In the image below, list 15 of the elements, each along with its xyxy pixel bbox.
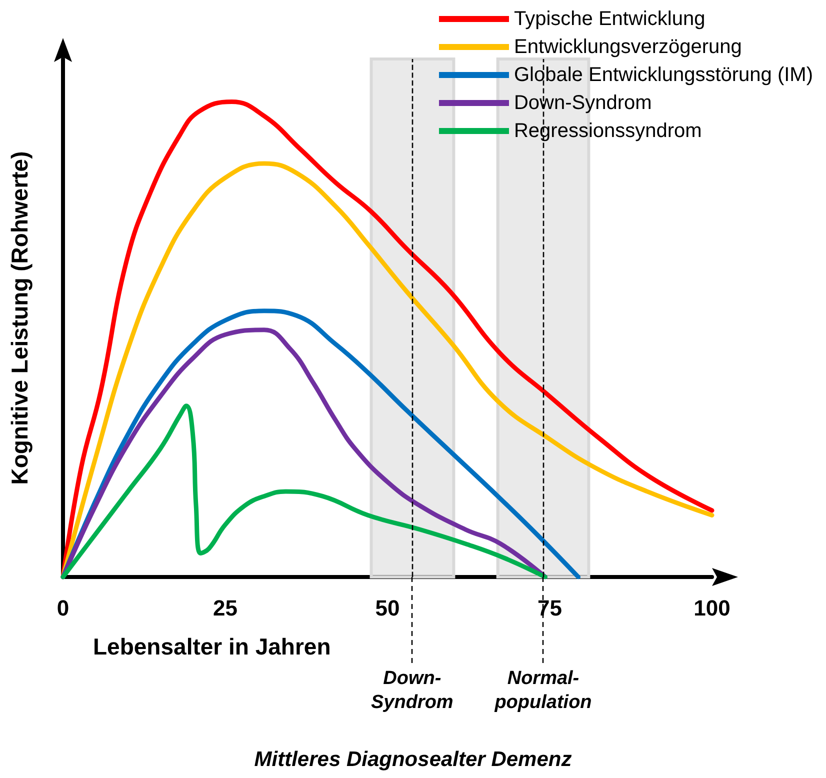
legend-label: Down-Syndrom [514,92,652,114]
ref-line-label: Down- Syndrom [370,668,454,713]
x-tick-label: 75 [538,596,562,620]
legend-label: Typische Entwicklung [514,8,706,30]
x-axis-title: Lebensalter in Jahren [93,634,331,660]
text: Mittleres Diagnosealter Demenz [254,748,572,771]
legend-label: Globale Entwicklungsstörung (IM) [514,64,813,86]
ref-line-label: Normal- population [494,668,592,713]
y-axis-title: Kognitive Leistung (Rohwerte) [6,151,32,485]
legend-label: Entwicklungsverzögerung [514,36,742,58]
x-tick-label: 100 [694,596,730,620]
x-tick-label: 25 [213,596,238,620]
x-tick-label: 0 [56,596,70,620]
legend-label: Regressionssyndrom [514,120,702,142]
x-tick-label: 50 [375,596,400,620]
